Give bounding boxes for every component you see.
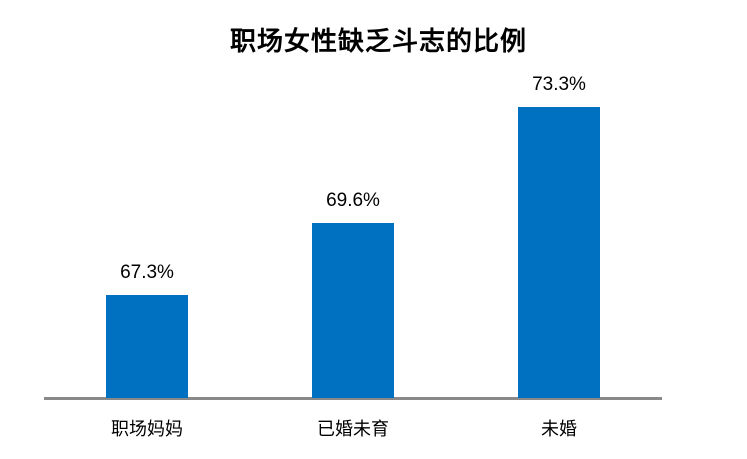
- bar: [106, 295, 188, 398]
- bar-value-label: 69.6%: [326, 190, 380, 211]
- bar-value-label: 73.3%: [532, 74, 586, 95]
- bar-value-label: 67.3%: [120, 262, 174, 283]
- chart-title: 职场女性缺乏斗志的比例: [229, 26, 527, 56]
- bar: [518, 107, 600, 398]
- category-label: 未婚: [541, 419, 577, 439]
- category-label: 职场妈妈: [111, 419, 183, 439]
- bar: [312, 223, 394, 398]
- x-axis-line: [44, 397, 662, 400]
- category-label: 已婚未育: [317, 419, 389, 439]
